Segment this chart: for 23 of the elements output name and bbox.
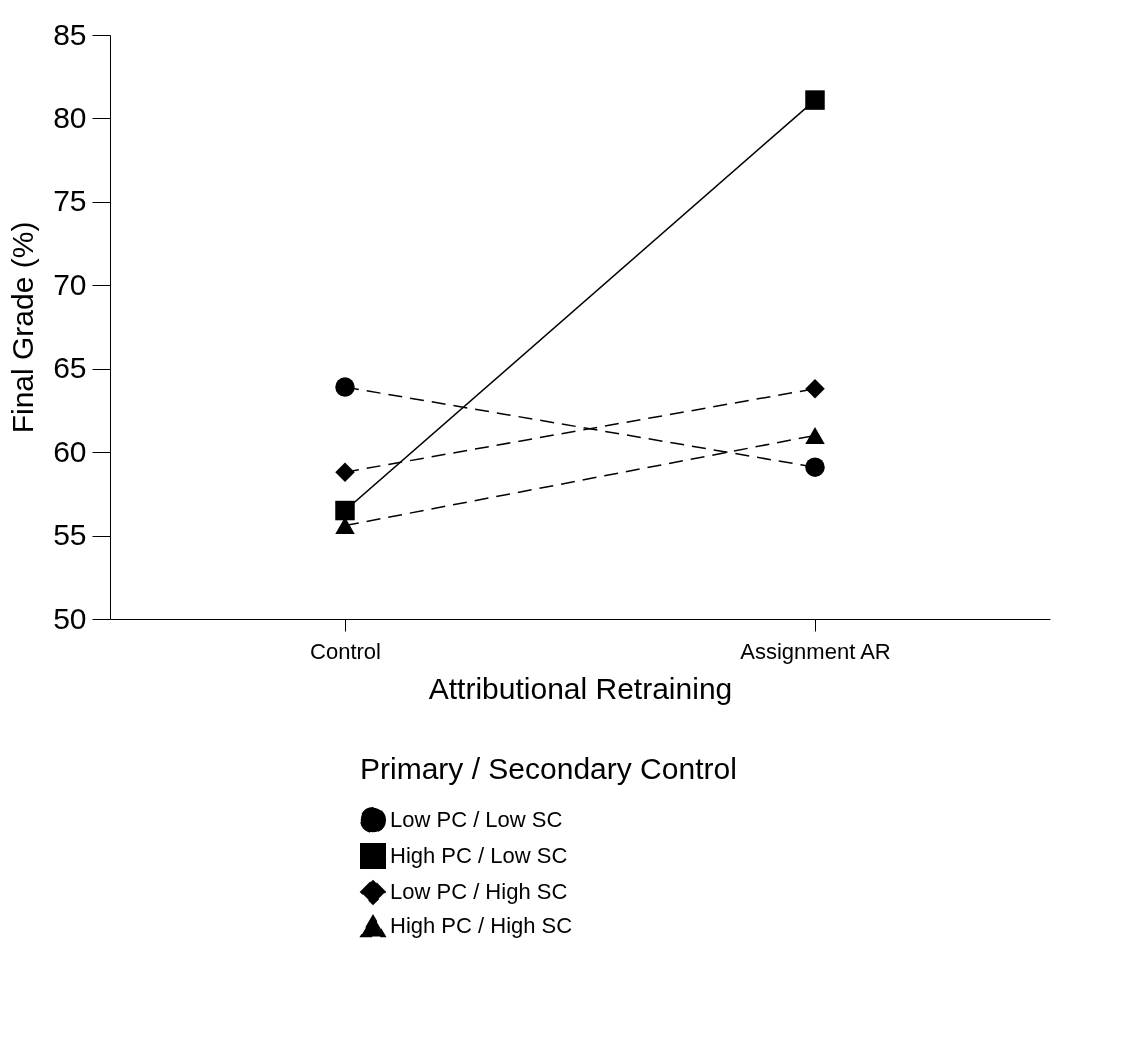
y-tick-label: 65 [53, 351, 87, 385]
y-axis-title: Final Grade (%) [6, 221, 40, 434]
x-tick-label: Assignment AR [740, 638, 891, 664]
y-tick-label: 85 [53, 17, 87, 51]
y-tick-label: 80 [53, 100, 87, 134]
y-tick-label: 70 [53, 267, 87, 301]
legend-label: Low PC / Low SC [390, 807, 563, 832]
y-tick-label: 55 [53, 518, 87, 552]
legend-label: High PC / Low SC [390, 843, 568, 868]
legend-title: Primary / Secondary Control [360, 752, 737, 785]
y-tick-label: 75 [53, 184, 87, 218]
point [805, 457, 825, 477]
point [805, 378, 825, 399]
x-axis-title: Attributional Retraining [428, 671, 733, 705]
point [335, 500, 355, 521]
y-tick-label: 60 [53, 434, 87, 468]
point [335, 462, 355, 482]
legend-label: High PC / High SC [390, 913, 573, 938]
point [335, 377, 355, 397]
x-tick-label: Control [310, 638, 381, 664]
point [805, 90, 825, 110]
y-tick-label: 50 [53, 601, 87, 635]
legend-label: Low PC / High SC [390, 879, 568, 904]
